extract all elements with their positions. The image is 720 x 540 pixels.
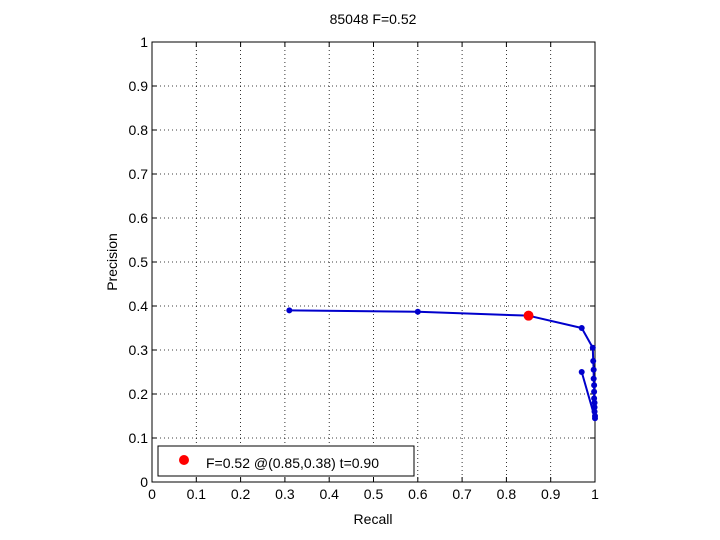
data-point <box>591 399 598 406</box>
x-axis-label: Recall <box>354 511 393 527</box>
x-tick-label: 0.8 <box>497 486 517 502</box>
y-tick-label: 0.5 <box>129 254 149 270</box>
y-tick-label: 0 <box>140 474 148 490</box>
y-tick-label: 0.4 <box>129 298 149 314</box>
grid <box>152 42 595 482</box>
data-point <box>590 366 597 373</box>
x-tick-label: 0.1 <box>187 486 207 502</box>
legend-label: F=0.52 @(0.85,0.38) t=0.90 <box>206 455 379 471</box>
data-point <box>591 395 598 402</box>
data-point <box>286 307 293 314</box>
data-point <box>414 308 421 315</box>
legend-box <box>157 445 415 477</box>
y-tick-label: 0.2 <box>129 386 149 402</box>
series <box>286 307 598 422</box>
x-tick-label: 0.4 <box>319 486 339 502</box>
data-point <box>578 325 585 331</box>
data-point <box>591 388 598 395</box>
x-tick-label: 0 <box>148 486 156 502</box>
legend-marker <box>179 455 189 465</box>
x-tick-label: 0.6 <box>408 486 428 502</box>
data-point <box>592 415 598 422</box>
x-tick-label: 0.9 <box>541 486 561 502</box>
best-f-point <box>523 310 534 321</box>
y-tick-label: 0.8 <box>129 122 149 138</box>
data-point <box>591 382 598 389</box>
y-tick-label: 0.3 <box>129 342 149 358</box>
data-point <box>591 404 598 411</box>
data-point <box>590 358 597 364</box>
x-tick-label: 1 <box>591 486 599 502</box>
data-point <box>578 369 585 375</box>
x-tick-label: 0.2 <box>231 486 251 502</box>
y-tick-label: 0.1 <box>129 430 149 446</box>
legend: F=0.52 @(0.85,0.38) t=0.90 <box>157 445 415 477</box>
y-tick-label: 1 <box>140 34 148 50</box>
data-point <box>591 408 598 415</box>
y-axis-label: Precision <box>104 233 120 291</box>
x-tick-label: 0.7 <box>452 486 472 502</box>
axis-ticks: 00 0.1 0.1 0.2 0.2 0.3 0.3 0.4 0.4 0.5 0.5 0.6 0.6 0.… <box>129 34 600 502</box>
data-point <box>590 375 597 382</box>
data-point <box>589 344 596 351</box>
y-tick-label: 0.6 <box>129 210 149 226</box>
y-tick-label: 0.9 <box>129 78 149 94</box>
x-tick-label: 0.3 <box>275 486 295 502</box>
chart-title: 85048 F=0.52 <box>330 11 417 27</box>
y-tick-label: 0.7 <box>129 166 149 182</box>
x-tick-label: 0.5 <box>364 486 384 502</box>
